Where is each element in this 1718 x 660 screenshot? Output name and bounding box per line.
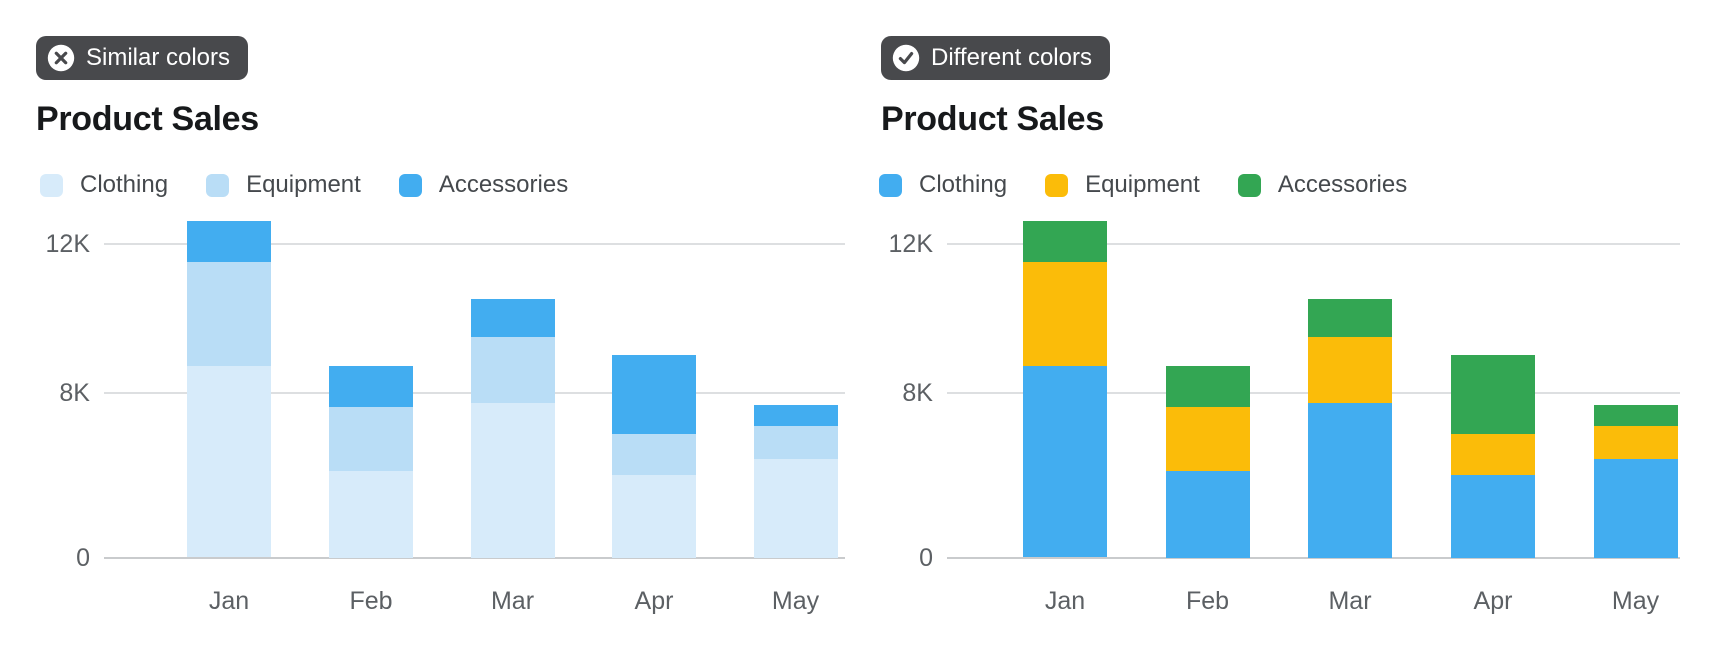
gridline-0 [104, 556, 845, 559]
legend-item-equipment: Equipment [1045, 171, 1200, 199]
bar-segment-mar-equipment [1308, 336, 1392, 403]
gridline-0 [947, 556, 1680, 559]
bar-segment-mar-clothing [470, 402, 555, 558]
gridline-12K [104, 242, 845, 245]
legend-swatch [40, 173, 63, 197]
x-axis-label-jan: Jan [208, 587, 250, 615]
legend-label: Clothing [80, 171, 169, 198]
x-axis-label-mar: Mar [490, 587, 535, 615]
legend-item-equipment: Equipment [206, 171, 361, 199]
legend-item-clothing: Clothing [879, 171, 1007, 199]
bar-segment-jan-clothing [1023, 366, 1107, 558]
legend-swatch [398, 173, 422, 197]
legend-swatch [1237, 173, 1261, 197]
x-axis-label-apr: Apr [634, 587, 674, 615]
x-axis-label-apr: Apr [1473, 587, 1513, 615]
x-axis-label-feb: Feb [1185, 587, 1230, 615]
bar-segment-jan-clothing [187, 366, 271, 558]
chart-legend: Clothing Equipment Accessories [40, 171, 568, 199]
x-axis-label-may: May [1611, 587, 1660, 615]
x-axis-label-jan: Jan [1044, 587, 1086, 615]
gridline-12K [947, 242, 1680, 245]
y-axis-tick-label-8K: 8K [902, 378, 933, 407]
legend-item-clothing: Clothing [40, 171, 168, 199]
legend-label: Accessories [438, 171, 569, 198]
badge-label: Different colors [931, 44, 1092, 71]
legend-swatch [879, 173, 902, 197]
badge-label: Similar colors [86, 44, 231, 71]
y-axis-tick-label-12K: 12K [888, 229, 933, 258]
x-axis-label-feb: Feb [349, 587, 393, 615]
different-colors-badge: Different colors [881, 36, 1110, 80]
legend-item-accessories: Accessories [1237, 171, 1408, 199]
legend-label: Accessories [1277, 171, 1408, 198]
legend-label: Clothing [919, 171, 1008, 198]
bar-segment-apr-equipment [1451, 433, 1535, 475]
legend-label: Equipment [1085, 171, 1200, 198]
bar-segment-feb-accessories [1165, 366, 1250, 407]
bar-segment-apr-clothing [1451, 475, 1535, 558]
bar-segment-jan-equipment [187, 262, 271, 367]
bar-segment-may-clothing [1593, 458, 1678, 558]
bar-segment-feb-equipment [329, 406, 413, 471]
bar-segment-jan-accessories [1023, 221, 1107, 263]
x-circle-icon [47, 44, 75, 72]
bar-segment-may-clothing [753, 458, 838, 558]
legend-swatch [206, 173, 230, 197]
bar-segment-mar-accessories [470, 299, 555, 337]
bar-segment-apr-accessories [1451, 355, 1535, 434]
bar-segment-apr-equipment [612, 433, 696, 475]
y-axis-tick-label-0: 0 [919, 543, 933, 572]
bar-segment-mar-equipment [470, 336, 555, 403]
bar-segment-apr-accessories [612, 355, 696, 434]
bar-segment-may-accessories [753, 404, 838, 426]
bar-segment-jan-accessories [187, 221, 271, 263]
bar-segment-mar-accessories [1308, 299, 1392, 337]
bar-segment-may-equipment [1593, 425, 1678, 459]
legend-item-accessories: Accessories [398, 171, 569, 199]
bar-segment-apr-clothing [612, 475, 696, 558]
x-axis-label-mar: Mar [1328, 587, 1372, 615]
y-axis-tick-label-8K: 8K [59, 378, 90, 407]
bar-segment-jan-equipment [1023, 262, 1107, 367]
chart-title: Product Sales [881, 100, 1104, 138]
bar-segment-mar-clothing [1308, 402, 1392, 558]
bar-segment-feb-clothing [329, 470, 413, 558]
legend-swatch [1045, 173, 1069, 197]
bar-segment-feb-accessories [329, 366, 413, 407]
bar-segment-may-accessories [1593, 404, 1678, 426]
y-axis-tick-label-0: 0 [76, 543, 90, 572]
bar-segment-feb-equipment [1165, 406, 1250, 471]
similar-colors-badge: Similar colors [36, 36, 249, 80]
x-axis-label-may: May [771, 587, 820, 615]
legend-label: Equipment [246, 171, 361, 198]
y-axis-tick-label-12K: 12K [45, 229, 90, 258]
bar-segment-may-equipment [753, 425, 838, 459]
chart-legend: Clothing Equipment Accessories [879, 171, 1407, 199]
bar-segment-feb-clothing [1165, 470, 1250, 558]
check-circle-icon [892, 44, 920, 72]
chart-title: Product Sales [36, 100, 259, 138]
